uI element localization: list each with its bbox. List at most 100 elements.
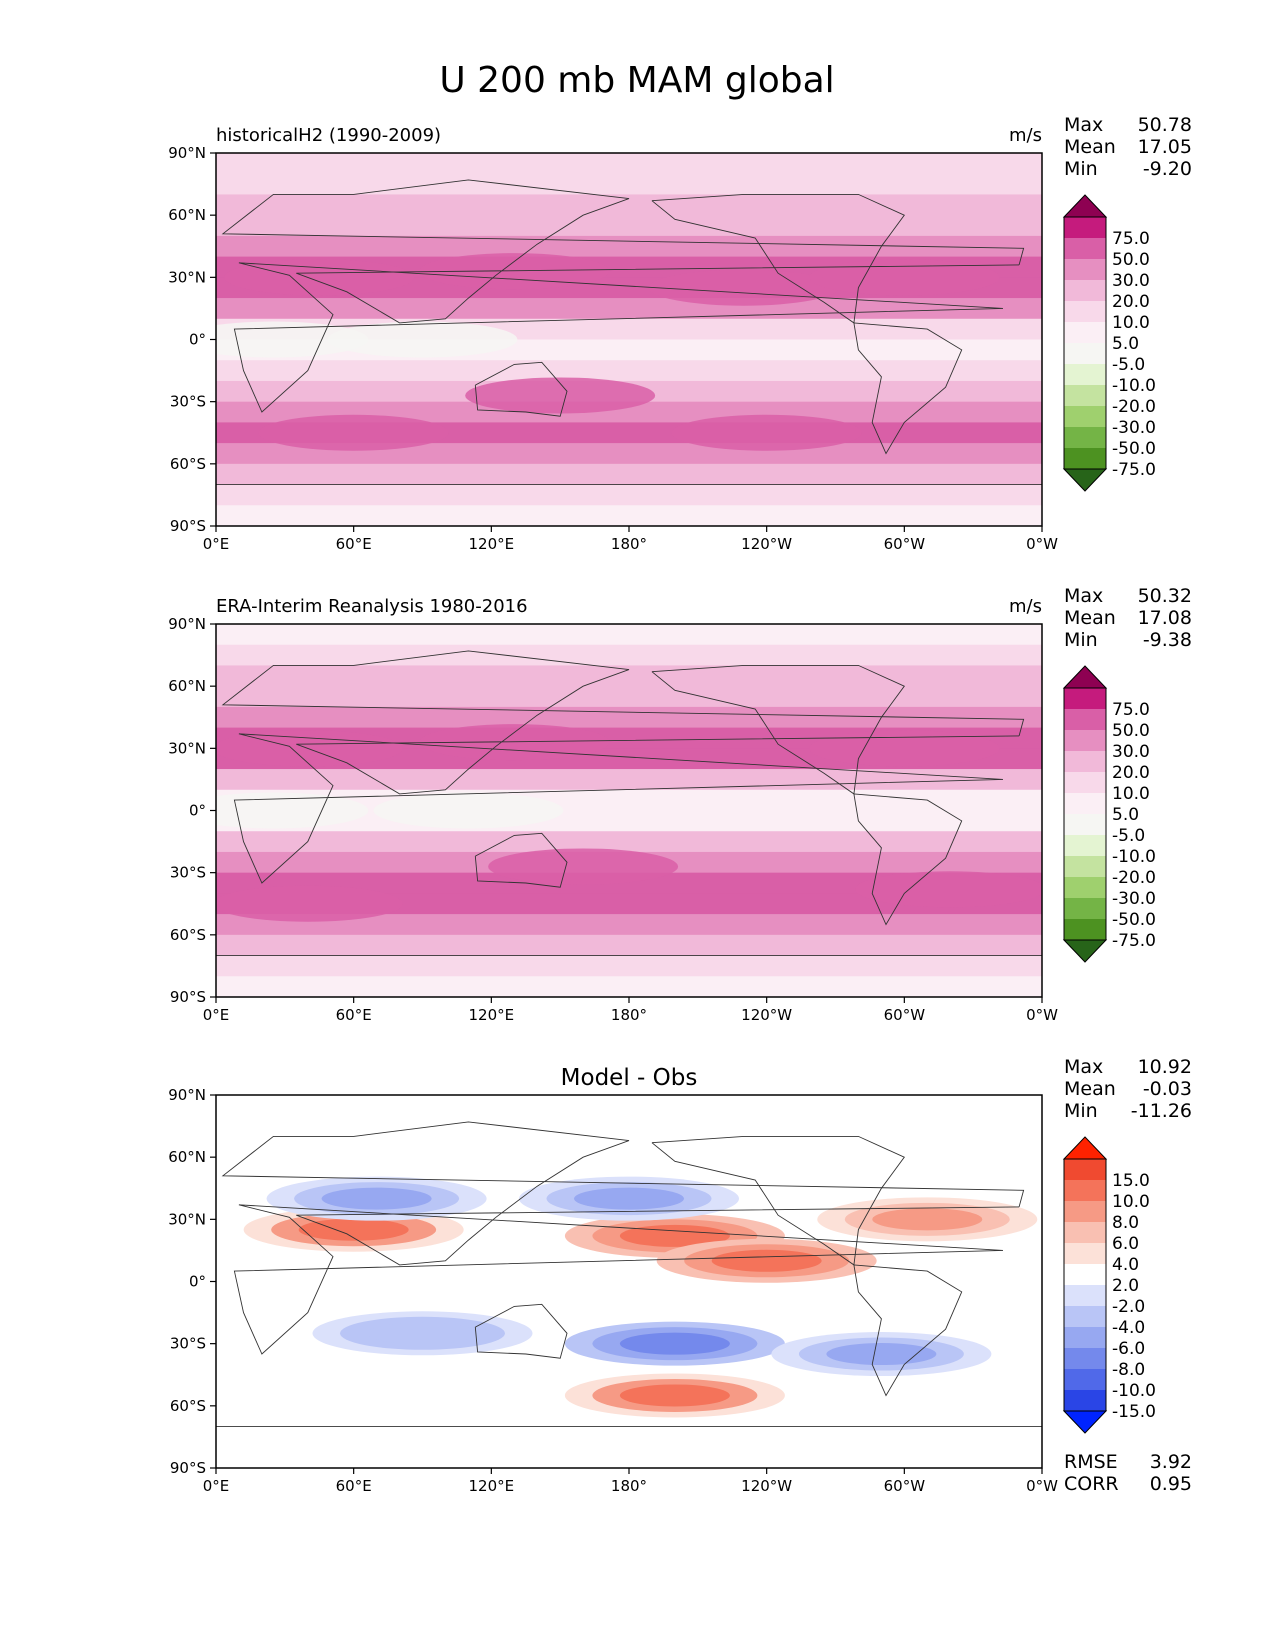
y-tick-label: 90°S (170, 988, 206, 1006)
colorbar-tick-label: -6.0 (1112, 1339, 1145, 1359)
colorbar-bin (1064, 1348, 1106, 1370)
anomaly-blob (298, 1218, 409, 1241)
zonal-band (216, 463, 1042, 486)
panel-diff: 90°N 60°N 30°N 0° 30°S 60°S 90°S0°E 60°E 120°E 18… (168, 1056, 1192, 1495)
colorbar-tick-label: -50.0 (1112, 910, 1156, 930)
colorbar-tick-label: -10.0 (1112, 847, 1156, 867)
colorbar-bin (1064, 1285, 1106, 1307)
coastline (221, 1121, 1025, 1266)
y-tick-label: 90°N (168, 615, 206, 633)
zonal-band (216, 173, 1042, 195)
y-tick-label: 90°S (170, 517, 206, 535)
zonal-band (216, 624, 1042, 646)
jet-core (216, 885, 403, 922)
jet-core (216, 321, 369, 358)
colorbar-bin (1064, 919, 1106, 941)
x-tick-label: 120°W (741, 535, 792, 553)
zonal-band (216, 665, 1042, 687)
colorbar-bin (1064, 385, 1106, 407)
colorbar-bin (1064, 1264, 1106, 1286)
jet-core (373, 792, 564, 829)
colorbar-bin (1064, 1201, 1106, 1223)
jet-core (671, 414, 862, 451)
x-tick-label: 0°E (203, 535, 230, 553)
y-tick-label: 30°N (168, 739, 206, 757)
colorbar-bin (1064, 1390, 1106, 1412)
colorbar-bin (1064, 1222, 1106, 1244)
colorbar-tick-label: 2.0 (1112, 1276, 1139, 1296)
y-tick-label: 90°S (170, 1459, 206, 1477)
colorbar-tick-label: -75.0 (1112, 931, 1156, 951)
colorbar-tick-label: 5.0 (1112, 805, 1139, 825)
y-tick-label: 0° (189, 1273, 206, 1291)
colorbar-bin (1064, 259, 1106, 281)
stat-value: 0.95 (1150, 1473, 1192, 1495)
zonal-band (216, 401, 1042, 423)
colorbar-bin (1064, 1243, 1106, 1265)
colorbar-tick-label: 10.0 (1112, 784, 1150, 804)
zonal-band (216, 644, 1042, 666)
zonal-band (216, 443, 1042, 465)
x-tick-label: 0°W (1026, 535, 1058, 553)
colorbar-bin (1064, 898, 1106, 920)
stat-value: -11.26 (1131, 1100, 1192, 1122)
stat-value: 10.92 (1138, 1056, 1192, 1078)
y-tick-label: 60°S (170, 926, 206, 944)
y-tick-label: 60°N (168, 1148, 206, 1166)
colorbar-bin (1064, 364, 1106, 386)
jet-core (809, 730, 1000, 767)
x-tick-label: 0°E (203, 1006, 230, 1024)
colorbar-frame (1063, 1158, 1107, 1412)
y-tick-label: 0° (189, 331, 206, 349)
colorbar-tick-label: -10.0 (1112, 1381, 1156, 1401)
y-tick-label: 30°S (170, 393, 206, 411)
zonal-band (216, 235, 1042, 258)
stat-value: 50.78 (1138, 114, 1192, 136)
colorbar-tick-label: -20.0 (1112, 868, 1156, 888)
x-tick-label: 60°E (336, 535, 372, 553)
coastline (474, 1303, 568, 1359)
x-tick-label: 60°W (884, 1477, 926, 1495)
x-tick-label: 60°E (336, 1477, 372, 1495)
y-tick-label: 30°S (170, 864, 206, 882)
colorbar-model: 75.050.030.020.010.05.0-5.0-10.0-20.0-30… (1062, 194, 1156, 492)
stat-label: Max (1064, 1056, 1103, 1078)
anomaly-blob (619, 1224, 730, 1247)
colorbar-tick-label: 30.0 (1112, 271, 1150, 291)
colorbar-extend-top (1062, 665, 1108, 689)
colorbar-bin (1064, 1180, 1106, 1202)
zonal-band (216, 893, 1042, 915)
colorbar-tick-label: 50.0 (1112, 250, 1150, 270)
coastline (474, 361, 568, 417)
colorbar-tick-label: 75.0 (1112, 700, 1150, 720)
colorbar-extend-top (1062, 1136, 1108, 1160)
colorbar-bin (1064, 856, 1106, 878)
x-tick-label: 120°W (741, 1006, 792, 1024)
colorbar-extend-top (1062, 194, 1108, 218)
stat-label: Min (1064, 1100, 1098, 1122)
colorbar-bin (1064, 301, 1106, 323)
colorbar-tick-label: -5.0 (1112, 826, 1145, 846)
colorbar-bin (1064, 280, 1106, 302)
colorbar-tick-label: -50.0 (1112, 439, 1156, 459)
colorbar-bin (1064, 877, 1106, 899)
colorbar-tick-label: -15.0 (1112, 1402, 1156, 1422)
zonal-band (216, 914, 1042, 936)
colorbar-bin (1064, 709, 1106, 731)
panel-title: historicalH2 (1990-2009) (216, 125, 441, 146)
stat-value: -0.03 (1143, 1078, 1192, 1100)
colorbar-extend-bottom (1062, 939, 1108, 963)
y-tick-label: 30°N (168, 268, 206, 286)
jet-core (224, 259, 415, 296)
zonal-band (216, 298, 1042, 320)
coastline (853, 793, 963, 926)
stat-value: -9.38 (1143, 629, 1192, 651)
anomaly-blob (826, 1343, 937, 1366)
colorbar-bin (1064, 751, 1106, 773)
colorbar-tick-label: 5.0 (1112, 334, 1139, 354)
zonal-band (216, 831, 1042, 853)
colorbar-obs: 75.050.030.020.010.05.0-5.0-10.0-20.0-30… (1062, 665, 1156, 963)
colorbar-bin (1064, 688, 1106, 710)
colorbar-bin (1064, 343, 1106, 365)
stat-label: RMSE (1064, 1451, 1118, 1473)
